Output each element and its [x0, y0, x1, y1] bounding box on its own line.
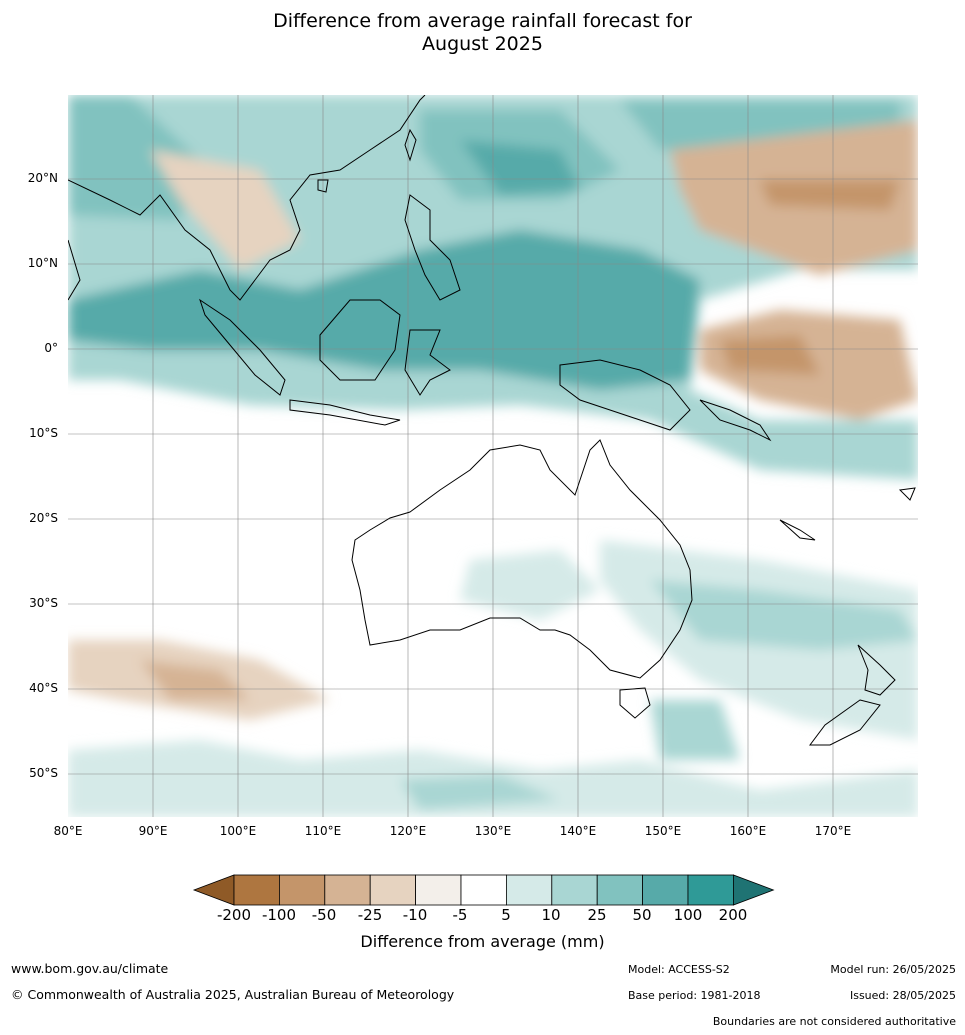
map-title: Difference from average rainfall forecas…: [0, 10, 965, 56]
mainland-asia-coastline: [68, 95, 426, 301]
colorbar-cell: [596, 874, 644, 906]
colorbar-cell: [642, 874, 689, 906]
colorbar-tick: -25: [357, 906, 383, 924]
colorbar-tick: 5: [501, 906, 511, 924]
lat-label-40s: 40°S: [29, 681, 58, 695]
colorbar-tick: -10: [402, 906, 428, 924]
new-zealand-south: [809, 699, 881, 746]
wet-region-nz-south: [650, 700, 740, 760]
lon-label-110e: 110°E: [304, 824, 342, 838]
lat-label-0: 0°: [44, 341, 58, 355]
colorbar-tick: -100: [261, 906, 297, 924]
footer-model-run: Model run: 26/05/2025: [830, 963, 956, 976]
solomon-islands-coastline: [699, 399, 772, 442]
lon-label-120e: 120°E: [389, 824, 427, 838]
borneo-coastline: [319, 299, 401, 381]
coastlines: [68, 95, 916, 746]
taiwan-coastline: [404, 128, 417, 162]
colorbar-tick: -50: [311, 906, 337, 924]
footer-model: Model: ACCESS-S2: [628, 963, 730, 976]
colorbar-tick: 25: [587, 906, 607, 924]
footer-issued: Issued: 28/05/2025: [849, 989, 956, 1002]
colorbar-cell: [687, 874, 734, 906]
hainan-coastline: [317, 179, 329, 193]
dry-region-ep-core: [720, 335, 820, 375]
lon-label-150e: 150°E: [644, 824, 682, 838]
lat-label-10n: 10°N: [27, 256, 58, 270]
graticule: [68, 95, 918, 817]
colorbar-cell: [505, 874, 553, 906]
lat-label-10s: 10°S: [29, 426, 58, 440]
wet-region-scs-core: [460, 140, 580, 195]
wet-region-core: [68, 230, 700, 390]
dry-region-np-core: [760, 180, 900, 210]
new-guinea-coastline: [559, 359, 691, 431]
colorbar-tick: -5: [452, 906, 468, 924]
lon-label-80e: 80°E: [53, 824, 83, 838]
colorbar-cell: [551, 874, 598, 906]
australia-coastline: [351, 439, 693, 679]
colorbar-cell: [324, 874, 371, 906]
colorbar-extend-low: [192, 874, 235, 906]
footer-copyright: © Commonwealth of Australia 2025, Austra…: [11, 987, 455, 1002]
title-line-2: August 2025: [422, 33, 543, 55]
footer-website-link[interactable]: www.bom.gov.au/climate: [11, 961, 169, 976]
colorbar-extend-high: [733, 874, 775, 906]
colorbar-cell: [460, 874, 507, 906]
lon-label-170e: 170°E: [814, 824, 852, 838]
dry-region-indochina: [150, 150, 300, 270]
colorbar-tick: 50: [632, 906, 652, 924]
lat-label-20n: 20°N: [27, 171, 58, 185]
colorbar-cell: [415, 874, 462, 906]
footer-base-period: Base period: 1981-2018: [628, 989, 761, 1002]
sulawesi-coastline: [404, 329, 451, 396]
lon-label-140e: 140°E: [559, 824, 597, 838]
new-zealand-north: [857, 644, 896, 696]
sumatra-coastline: [199, 298, 286, 396]
colorbar-title: Difference from average (mm): [360, 932, 605, 951]
colorbar-cell: [233, 874, 280, 906]
new-caledonia-coastline: [779, 519, 816, 541]
colorbar-cell: [369, 874, 417, 906]
colorbar-tick: 200: [718, 906, 748, 924]
rainfall-anomaly-map: [68, 95, 918, 817]
lat-label-30s: 30°S: [29, 596, 58, 610]
wet-region-australia-south: [460, 550, 600, 620]
lat-label-50s: 50°S: [29, 766, 58, 780]
java-coastline: [289, 399, 401, 426]
wet-region-northwest: [68, 95, 200, 220]
wet-region-so-core: [400, 775, 560, 810]
wet-region-tasman: [650, 580, 918, 650]
title-line-1: Difference from average rainfall forecas…: [273, 10, 692, 32]
tasmania-coastline: [619, 687, 651, 719]
colorbar-tick: 100: [673, 906, 703, 924]
philippines-coastline: [404, 194, 461, 301]
lon-label-130e: 130°E: [474, 824, 512, 838]
india-coastline: [68, 239, 81, 301]
colorbar-tick: -200: [216, 906, 252, 924]
wet-region-westcoral: [830, 430, 918, 480]
lat-label-20s: 20°S: [29, 511, 58, 525]
colorbar-cell: [278, 874, 326, 906]
colorbar-tick: 10: [541, 906, 561, 924]
footer-disclaimer: Boundaries are not considered authoritat…: [712, 1015, 956, 1028]
lon-label-100e: 100°E: [219, 824, 257, 838]
fiji-coastline: [898, 487, 916, 501]
lon-label-160e: 160°E: [729, 824, 767, 838]
colorbar: [192, 874, 775, 906]
dry-region-sio-core: [140, 660, 250, 700]
lon-label-90e: 90°E: [138, 824, 168, 838]
